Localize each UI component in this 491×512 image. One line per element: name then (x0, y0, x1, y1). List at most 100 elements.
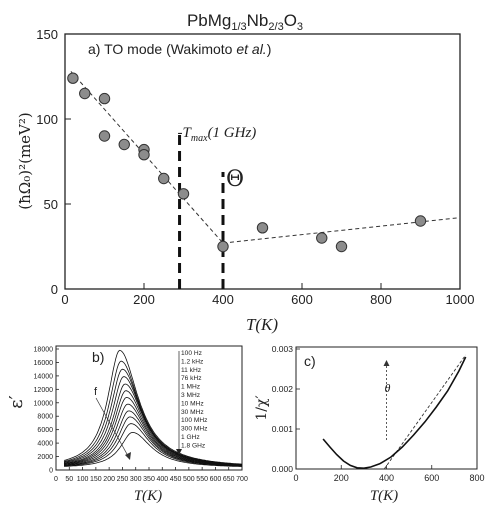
x-tick-label: 50 (65, 476, 73, 483)
x-tick-label: 1000 (446, 292, 475, 307)
x-tick-label: 100 (77, 476, 89, 483)
x-tick-label: 0 (293, 473, 298, 483)
y-tick-label: 0 (49, 468, 53, 475)
theta-marker-arrowhead (383, 360, 390, 366)
panel-b-label: b) (92, 349, 104, 365)
linear-fit (383, 354, 467, 470)
x-tick-label: 300 (130, 476, 142, 483)
x-tick-label: 0 (54, 476, 58, 483)
panel-a-points (67, 72, 427, 253)
y-tick-label: 0.000 (272, 464, 294, 474)
legend-entry: 1 GHz (181, 434, 200, 441)
panel-b-xticks: 0 50 100 150 200 250 300 350 400 450 500 550 600 650 7… (54, 467, 248, 483)
y-tick-label: 0.002 (272, 384, 294, 394)
legend-entry: 1.2 kHz (181, 358, 203, 365)
x-tick-label: 200 (334, 473, 349, 483)
tmax-marker-label: -Tmax(1 GHz) (178, 125, 257, 144)
y-tick-label: 4000 (37, 441, 53, 448)
panel-c-yticks: 0.000 0.001 0.002 0.003 (272, 344, 300, 474)
legend-entry: 76 kHz (181, 375, 202, 382)
x-tick-label: 250 (117, 476, 129, 483)
data-point (335, 240, 348, 253)
y-tick-label: 100 (36, 112, 58, 127)
legend-entry: 300 MHz (181, 426, 207, 433)
panel-c: c) 1/χ′ T(K) 0 200 400 600 800 0.0000.0010.0… (254, 344, 485, 504)
x-tick-label: 400 (212, 292, 234, 307)
y-tick-label: 10000 (34, 400, 54, 407)
y-tick-label: 16000 (34, 360, 54, 367)
dielectric-curve (64, 431, 242, 467)
legend-entry: 11 kHz (181, 367, 201, 374)
panel-b-ylabel: ε′ (6, 395, 27, 408)
y-tick-label: 18000 (34, 347, 54, 354)
panel-a: a) TO mode (Wakimoto et al.) (ħΩ₀)²(meV²… (16, 27, 474, 334)
y-tick-label: 14000 (34, 373, 54, 380)
y-tick-label: 0.001 (272, 424, 294, 434)
data-point (217, 240, 229, 253)
data-point (177, 188, 190, 200)
y-tick-label: 0.003 (272, 344, 294, 354)
data-point (316, 232, 328, 244)
data-point (414, 215, 427, 227)
panel-c-xticks: 0 200 400 600 800 (293, 465, 485, 483)
legend-arrow-head (176, 449, 182, 455)
x-tick-label: 500 (183, 476, 195, 483)
inverse-susceptibility-curve (322, 356, 467, 470)
x-tick-label: 400 (156, 476, 168, 483)
panel-c-marker: θ (383, 360, 391, 440)
panel-a-label: a) TO mode (Wakimoto et al.) (88, 41, 271, 57)
x-tick-label: 350 (143, 476, 155, 483)
frequency-arrow-head (125, 452, 131, 460)
dielectric-curve (63, 376, 243, 466)
panel-a-frame (64, 33, 461, 290)
dielectric-curve (63, 390, 243, 466)
data-point (118, 138, 130, 151)
x-tick-label: 450 (170, 476, 182, 483)
dielectric-curve (63, 423, 242, 467)
x-tick-label: 200 (103, 476, 115, 483)
panel-a-fit-lines (70, 71, 461, 244)
theta-marker-label: Θ (226, 167, 244, 192)
dielectric-curve (63, 368, 243, 465)
panel-a-xticks: 0 200 400 600 800 1000 (61, 283, 474, 307)
data-point (256, 222, 269, 234)
figure-title: PbMg1/3Nb2/3O3 (187, 11, 303, 33)
panel-c-ylabel: 1/χ′ (254, 395, 270, 420)
x-tick-label: 800 (469, 473, 484, 483)
legend-entry: 1.8 GHz (181, 442, 205, 449)
data-point (98, 130, 111, 142)
x-tick-label: 700 (236, 476, 248, 483)
legend-entry: 30 MHz (181, 409, 204, 416)
legend-entry: 100 MHz (181, 417, 207, 424)
x-tick-label: 200 (133, 292, 155, 307)
y-tick-label: 50 (44, 197, 58, 212)
legend-entry: 1 MHz (181, 384, 200, 391)
x-tick-label: 550 (196, 476, 208, 483)
y-tick-label: 6000 (37, 427, 53, 434)
panel-b-yticks: 0 2000 4000 6000 8000 10000 12000 14000 16000 180… (34, 347, 59, 475)
panel-b-series (63, 349, 243, 467)
y-tick-label: 150 (36, 27, 58, 42)
panel-b-xlabel: T(K) (134, 488, 162, 504)
data-point (67, 72, 79, 84)
x-tick-label: 600 (424, 473, 439, 483)
x-tick-label: 150 (90, 476, 102, 483)
panel-b: b) ε′ T(K) 0 50 100 150 200 250 300 350 400 450 50… (6, 345, 248, 504)
panel-a-markers: -Tmax(1 GHz) Θ (178, 125, 257, 289)
x-tick-label: 800 (370, 292, 392, 307)
y-tick-label: 8000 (37, 414, 53, 421)
data-point (98, 92, 111, 105)
y-tick-label: 0 (51, 282, 58, 297)
panel-b-frequency-arrow: f (94, 386, 131, 460)
x-tick-label: 400 (379, 473, 394, 483)
panel-a-ylabel: (ħΩ₀)²(meV²) (16, 112, 34, 209)
panel-a-yticks: 0 50 100 150 (36, 27, 71, 297)
panel-a-xlabel: T(K) (246, 315, 278, 334)
y-tick-label: 2000 (37, 454, 53, 461)
y-tick-label: 12000 (34, 387, 54, 394)
legend-entry: 100 Hz (181, 350, 202, 357)
data-point (138, 149, 150, 161)
panel-c-xlabel: T(K) (370, 488, 398, 504)
